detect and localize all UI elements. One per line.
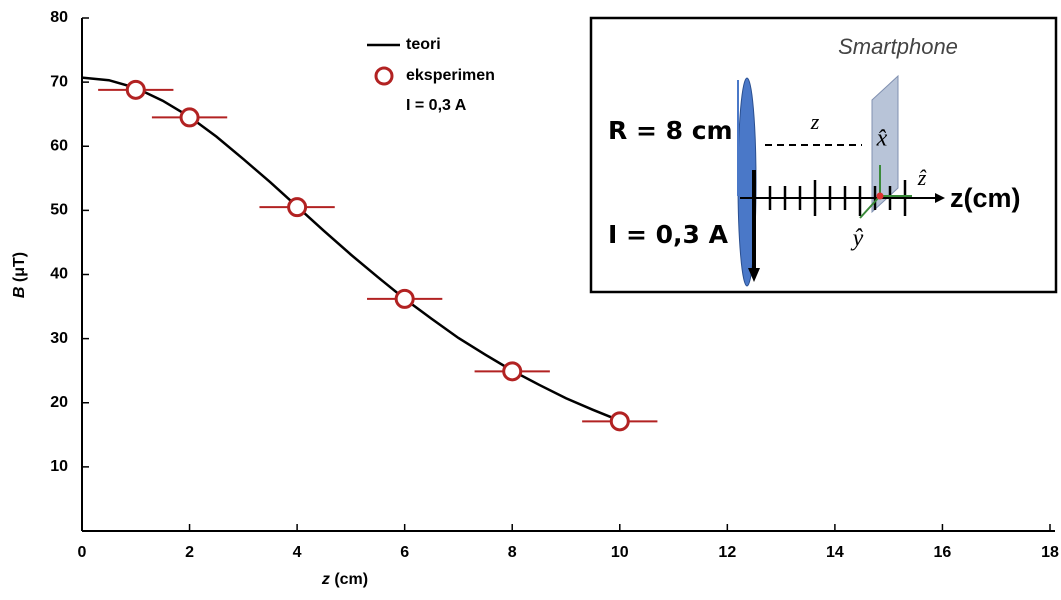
phone bbox=[871, 74, 899, 214]
data-point bbox=[125, 79, 146, 100]
axes-arrows bbox=[859, 165, 912, 219]
inset-device: Smartphone bbox=[838, 34, 958, 59]
theory-line bbox=[81, 76, 621, 422]
x-tick-label: 16 bbox=[934, 544, 952, 561]
y-tick-label: 60 bbox=[50, 137, 68, 154]
x-label-var: z bbox=[321, 571, 330, 588]
z-arrowhead bbox=[935, 193, 945, 203]
data-point bbox=[394, 288, 415, 309]
sensor bbox=[876, 192, 884, 200]
legend-label: teori bbox=[406, 36, 441, 53]
x-axis-label: z (cm) bbox=[321, 571, 368, 588]
legend-note: I = 0,3 A bbox=[406, 97, 467, 114]
y-axis-label: B (μT) bbox=[11, 252, 28, 298]
y-label-var: B bbox=[11, 287, 28, 299]
y-tick-label: 30 bbox=[50, 330, 68, 347]
inset-x-hat: x̂ bbox=[876, 126, 888, 152]
data-point bbox=[287, 197, 308, 218]
x-tick-label: 6 bbox=[400, 544, 409, 561]
inset-y-hat: ŷ bbox=[851, 226, 864, 252]
y-tick-label: 70 bbox=[50, 73, 68, 90]
x-tick-label: 4 bbox=[293, 544, 302, 561]
x-tick-label: 14 bbox=[826, 544, 844, 561]
y-tick-label: 20 bbox=[50, 394, 68, 411]
inset-z-hat: ẑ bbox=[917, 165, 927, 190]
x-tick-label: 0 bbox=[78, 544, 87, 561]
y-label-unit: (μT) bbox=[11, 252, 28, 282]
y-tick-label: 50 bbox=[50, 202, 68, 219]
inset: Smartphone R = 8 cm z I = 0,3 A x̂ ŷ ẑ z… bbox=[589, 16, 1058, 294]
x-tick-label: 8 bbox=[508, 544, 517, 561]
ruler-ticks bbox=[768, 180, 907, 216]
inset-current: I = 0,3 A bbox=[608, 220, 729, 249]
x-tick-label: 12 bbox=[718, 544, 736, 561]
inset-frame bbox=[589, 16, 1058, 294]
data-point bbox=[502, 361, 523, 382]
x-tick-label: 2 bbox=[185, 544, 194, 561]
data-point bbox=[609, 411, 630, 432]
legend-label: eksperimen bbox=[406, 67, 495, 84]
inset-radius: R = 8 cm bbox=[608, 116, 733, 145]
y-tick-label: 80 bbox=[50, 9, 68, 26]
x-tick-label: 18 bbox=[1041, 544, 1059, 561]
inset-axis: z(cm) bbox=[950, 183, 1021, 213]
data-point bbox=[179, 107, 200, 128]
y-tick-label: 10 bbox=[50, 458, 68, 475]
legend-marker bbox=[374, 66, 394, 86]
x-label-unit: (cm) bbox=[334, 571, 368, 588]
inset-distance: z bbox=[810, 109, 820, 134]
current-arrowhead bbox=[748, 268, 760, 282]
y-tick-label: 40 bbox=[50, 266, 68, 283]
x-tick-label: 10 bbox=[611, 544, 629, 561]
